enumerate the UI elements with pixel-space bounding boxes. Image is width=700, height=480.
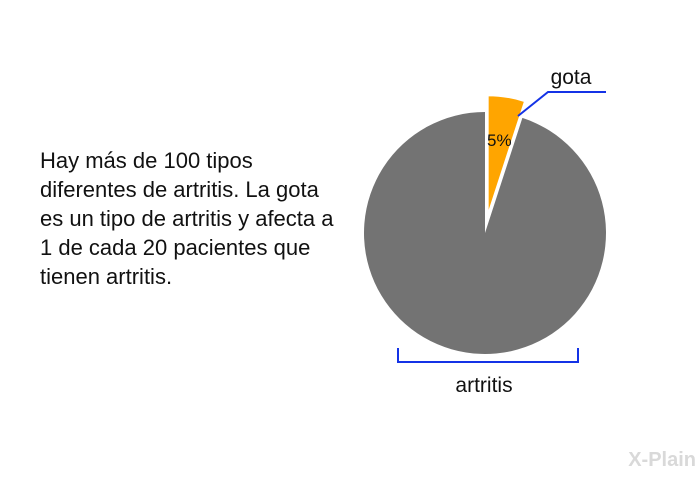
description-text: Hay más de 100 tipos diferentes de artri… [40, 148, 334, 289]
pie-slice-gota [486, 94, 527, 217]
label-artritis: artritis [455, 374, 512, 397]
x-plain-logo: X-Plain [628, 449, 696, 471]
label-gota: gota [551, 66, 592, 89]
bracket-artritis [397, 348, 579, 363]
data-label-gota: 5% [487, 131, 512, 150]
pie-slice-artritis [363, 112, 606, 354]
leader-line-gota [517, 91, 606, 117]
